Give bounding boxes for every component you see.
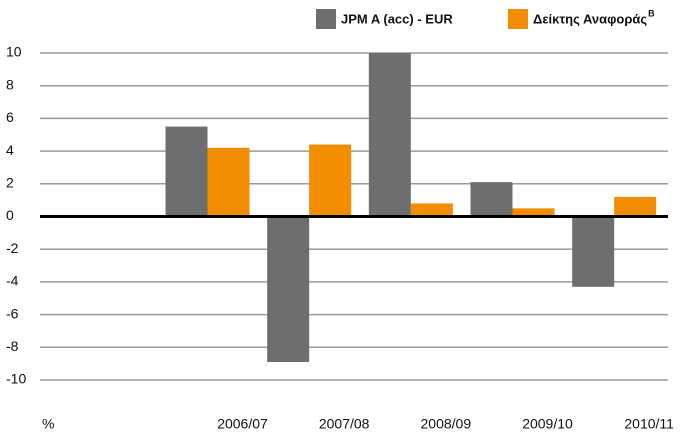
y-tick-label: 0 <box>6 207 14 223</box>
bar <box>410 203 453 217</box>
bar <box>614 196 657 217</box>
y-tick-label: 8 <box>6 76 14 92</box>
legend-label: JPM A (acc) - EUR <box>341 11 453 26</box>
bar <box>165 126 208 217</box>
bar <box>309 144 352 217</box>
bar <box>512 208 555 217</box>
x-tick-label: 2010/11 <box>624 416 674 432</box>
y-tick-label: -10 <box>6 371 26 387</box>
y-tick-label: -6 <box>6 305 19 321</box>
bar <box>207 147 250 217</box>
y-tick-label: 6 <box>6 109 14 125</box>
y-tick-label: 4 <box>6 142 14 158</box>
bar <box>572 216 615 287</box>
y-tick-label: -2 <box>6 240 19 256</box>
legend-label: Δείκτης Αναφοράς <box>533 11 647 26</box>
y-tick-label: -4 <box>6 273 19 289</box>
y-tick-label: 2 <box>6 175 14 191</box>
bar <box>470 182 513 217</box>
bar <box>267 216 310 363</box>
legend-swatch <box>316 9 336 29</box>
y-unit-label: % <box>42 416 54 432</box>
legend-swatch <box>508 9 528 29</box>
legend-superscript: B <box>648 8 655 18</box>
x-tick-label: 2006/07 <box>217 416 268 432</box>
y-tick-label: 10 <box>6 44 22 60</box>
x-tick-label: 2008/09 <box>421 416 472 432</box>
x-tick-label: 2009/10 <box>522 416 573 432</box>
y-tick-label: -8 <box>6 338 19 354</box>
x-tick-label: 2007/08 <box>319 416 370 432</box>
bar <box>368 53 411 217</box>
